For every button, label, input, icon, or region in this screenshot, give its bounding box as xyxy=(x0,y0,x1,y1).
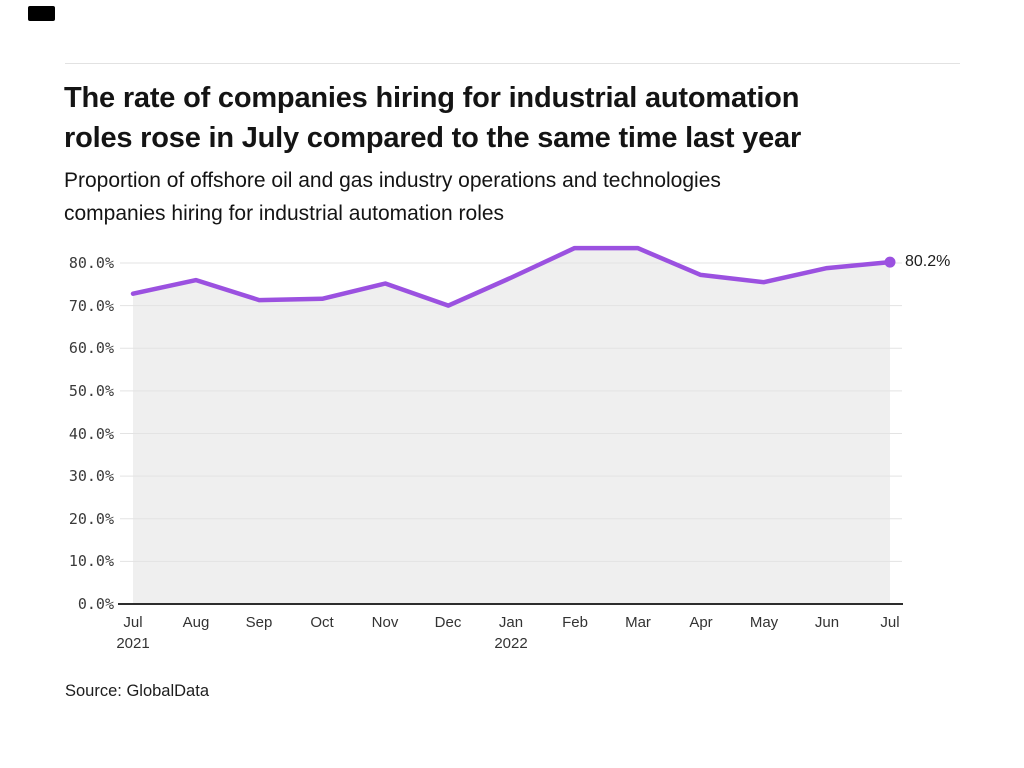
x-tick-year-label: 2021 xyxy=(116,635,150,652)
brand-mark xyxy=(28,6,55,21)
x-tick-label-Feb: Feb xyxy=(562,614,588,631)
y-tick-label-10.0%: 10.0% xyxy=(68,552,114,570)
chart-subtitle: Proportion of offshore oil and gas indus… xyxy=(64,164,964,230)
y-tick-label-70.0%: 70.0% xyxy=(68,297,114,315)
series-line xyxy=(130,245,893,308)
x-tick-label-Jul: Jul xyxy=(880,614,900,631)
y-tick-label-40.0%: 40.0% xyxy=(68,425,114,443)
chart-title: The rate of companies hiring for industr… xyxy=(64,78,964,158)
y-tick-label-20.0%: 20.0% xyxy=(68,510,114,528)
x-tick-label-Jun: Jun xyxy=(814,614,840,631)
x-tick-label-Apr: Apr xyxy=(689,614,713,631)
chart-subtitle-line2: companies hiring for industrial automati… xyxy=(64,202,505,225)
chart-title-line2: roles rose in July compared to the same … xyxy=(64,122,802,154)
x-tick-label-Mar: Mar xyxy=(625,614,651,631)
y-tick-label-30.0%: 30.0% xyxy=(68,467,114,485)
x-tick-label-Sep: Sep xyxy=(245,614,273,631)
x-tick-year-label: 2022 xyxy=(494,635,528,652)
x-tick-label-Dec: Dec xyxy=(434,614,462,631)
divider-rule xyxy=(65,63,960,64)
y-tick-label-50.0%: 50.0% xyxy=(68,382,114,400)
y-tick-label-60.0%: 60.0% xyxy=(68,339,114,357)
y-tick-label-0.0%: 0.0% xyxy=(77,595,114,613)
x-tick-label-Nov: Nov xyxy=(371,614,399,631)
x-tick-label-Aug: Aug xyxy=(182,614,210,631)
y-tick-label-80.0%: 80.0% xyxy=(68,254,114,272)
x-tick-label-May: May xyxy=(749,614,779,631)
series-area-fill xyxy=(133,248,890,604)
chart-title-line1: The rate of companies hiring for industr… xyxy=(64,82,800,114)
chart-subtitle-line1: Proportion of offshore oil and gas indus… xyxy=(64,169,721,192)
x-tick-label-Oct: Oct xyxy=(310,614,334,631)
source-note: Source: GlobalData xyxy=(65,682,209,700)
x-tick-label-Jul-2021: Jul 2021 xyxy=(101,612,165,654)
last-point-value-label: 80.2% xyxy=(905,253,951,270)
last-point-marker xyxy=(884,256,896,268)
x-tick-label-Jan-2022: Jan 2022 xyxy=(479,612,543,654)
